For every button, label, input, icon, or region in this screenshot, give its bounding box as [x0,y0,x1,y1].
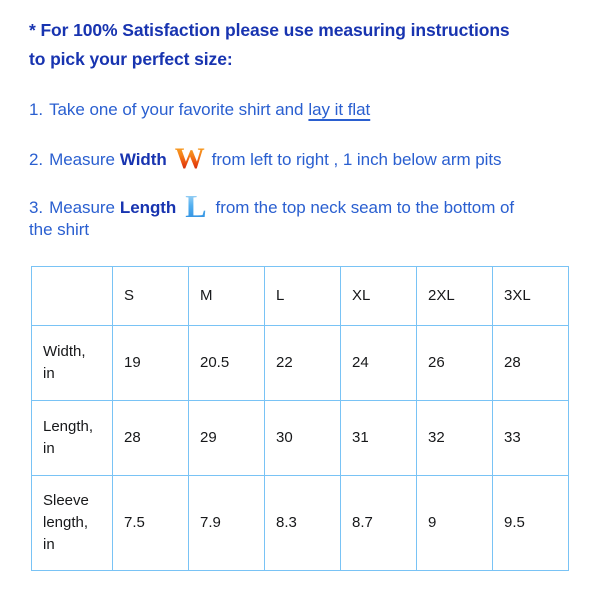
length-l: 30 [264,400,341,476]
sleeve-s: 7.5 [112,475,189,571]
row-label-length: Length, in [31,400,113,476]
table-row: Width, in 19 20.5 22 24 26 28 [31,325,569,401]
row-label-sleeve-length: Sleeve length, in [31,475,113,571]
length-glyph-icon: L [185,188,207,224]
width-3xl: 28 [492,325,569,401]
table-header-row: S M L XL 2XL 3XL [31,266,569,326]
width-2xl: 26 [416,325,493,401]
step-1-number: 1. [29,100,44,119]
step-2-number: 2. [29,150,44,169]
row-label-width: Width, in [31,325,113,401]
step-3-keyword-length: Length [119,198,177,217]
step-2-text-before: Measure [49,150,115,169]
step-3-text-wrap: the shirt [29,220,90,239]
table-header-l: L [264,266,341,326]
table-header-m: M [188,266,265,326]
sleeve-3xl: 9.5 [492,475,569,571]
headline-line-2: to pick your perfect size: [29,49,233,69]
table-header-2xl: 2XL [416,266,493,326]
table-row: Sleeve length, in 7.5 7.9 8.3 8.7 9 9.5 [31,475,569,571]
sleeve-2xl: 9 [416,475,493,571]
sleeve-l: 8.3 [264,475,341,571]
length-s: 28 [112,400,189,476]
sleeve-xl: 8.7 [340,475,417,571]
length-xl: 31 [340,400,417,476]
length-3xl: 33 [492,400,569,476]
width-glyph-icon: W [174,142,205,175]
step-3-text-after: from the top neck seam to the bottom of [215,198,515,217]
table-header-s: S [112,266,189,326]
length-2xl: 32 [416,400,493,476]
instruction-step-1: 1. Take one of your favorite shirt and l… [29,98,370,121]
width-l: 22 [264,325,341,401]
headline-line-1: * For 100% Satisfaction please use measu… [29,20,510,40]
table-header-corner [31,266,113,326]
table-header-3xl: 3XL [492,266,569,326]
length-m: 29 [188,400,265,476]
width-s: 19 [112,325,189,401]
width-m: 20.5 [188,325,265,401]
step-3-number: 3. [29,198,44,217]
instruction-step-3: 3. Measure Length L from the top neck se… [29,188,515,224]
sleeve-m: 7.9 [188,475,265,571]
width-xl: 24 [340,325,417,401]
table-row: Length, in 28 29 30 31 32 33 [31,400,569,476]
instruction-step-3-wrap: the shirt [29,218,89,241]
step-1-underlined-text: lay it flat [308,100,371,119]
step-3-text-before: Measure [49,198,115,217]
page-title: * For 100% Satisfaction please use measu… [29,16,569,74]
instruction-step-2: 2. Measure Width W from left to right , … [29,142,502,175]
size-table-container: S M L XL 2XL 3XL Width, in 19 20.5 22 24… [31,266,569,571]
table-header-xl: XL [340,266,417,326]
step-1-text: Take one of your favorite shirt and [49,100,304,119]
size-table: S M L XL 2XL 3XL Width, in 19 20.5 22 24… [31,266,569,571]
step-2-keyword-width: Width [119,150,167,169]
step-2-text-after: from left to right , 1 inch below arm pi… [211,150,502,169]
